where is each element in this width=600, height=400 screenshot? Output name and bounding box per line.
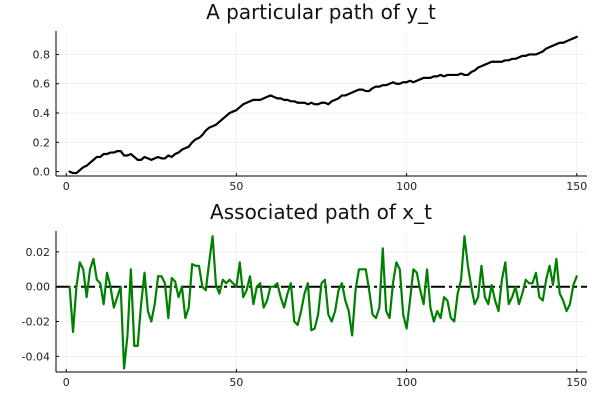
y-tick-label-1: 0.2 xyxy=(33,136,51,149)
x-tick-label-1: 50 xyxy=(229,180,243,193)
y-tick-label-4: 0.8 xyxy=(33,48,51,61)
top-panel: 0 50 100 150 0.0 0.2 0.4 0.6 0.8 A particular pa… xyxy=(33,0,588,193)
series-bottom xyxy=(68,235,578,370)
chart-title-top: A particular path of y_t xyxy=(206,0,436,24)
grid-top xyxy=(56,31,587,176)
series-top xyxy=(68,35,578,175)
ticks-top: 0 50 100 150 0.0 0.2 0.4 0.6 0.8 xyxy=(33,48,588,193)
x-tick-label-3: 150 xyxy=(566,180,587,193)
y-tick-label-3: 0.6 xyxy=(33,78,51,91)
chart-title-bottom: Associated path of x_t xyxy=(210,200,432,224)
x-tick-label-3: 150 xyxy=(566,376,587,389)
y-tick-label-3: 0.02 xyxy=(26,246,51,259)
x-tick-label-0: 0 xyxy=(63,180,70,193)
bottom-panel: 0 50 100 150 -0.04 -0.02 0.00 0.02 Associated p… xyxy=(22,200,588,389)
series-line-0 xyxy=(68,235,578,370)
ticks-bottom: 0 50 100 150 -0.04 -0.02 0.00 0.02 xyxy=(22,246,588,389)
series-line-0 xyxy=(68,35,578,175)
x-tick-label-2: 100 xyxy=(396,180,417,193)
y-tick-label-2: 0.4 xyxy=(33,107,51,120)
y-tick-label-0: -0.04 xyxy=(22,350,50,363)
x-tick-label-1: 50 xyxy=(229,376,243,389)
x-tick-label-0: 0 xyxy=(63,376,70,389)
y-tick-label-1: -0.02 xyxy=(22,316,50,329)
y-tick-label-0: 0.0 xyxy=(33,166,51,179)
y-tick-label-2: 0.00 xyxy=(26,281,51,294)
axes-bottom xyxy=(55,231,587,373)
axes-top xyxy=(55,31,587,177)
x-tick-label-2: 100 xyxy=(396,376,417,389)
